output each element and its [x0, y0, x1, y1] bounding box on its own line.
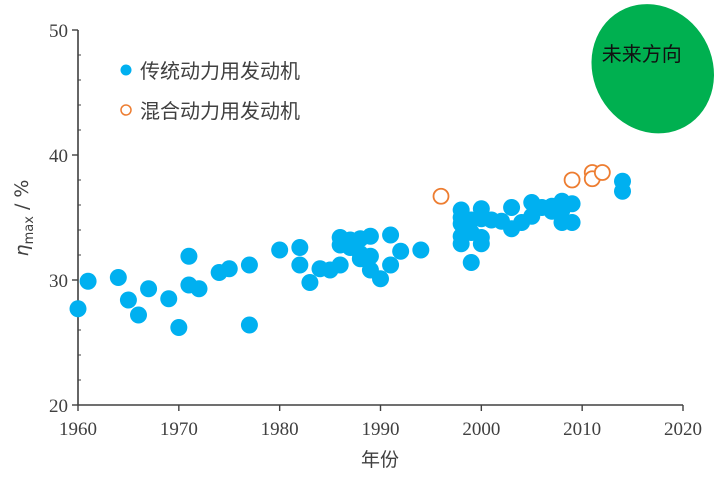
- data-point-conventional: [563, 214, 581, 231]
- data-point-conventional: [372, 270, 389, 288]
- data-point-conventional: [503, 199, 521, 216]
- x-tick-label: 1980: [261, 419, 299, 440]
- data-point-conventional: [240, 316, 258, 334]
- x-tick-label: 1990: [362, 419, 400, 440]
- y-tick-label: 40: [49, 146, 68, 167]
- data-point-conventional: [331, 256, 349, 274]
- data-point-hybrid: [563, 171, 581, 189]
- legend-marker-conventional: [120, 64, 132, 76]
- x-tick-label: 2020: [664, 419, 702, 440]
- x-tick-label: 2010: [563, 419, 601, 440]
- data-point-conventional: [382, 256, 400, 274]
- y-axis-separator: /: [11, 198, 33, 216]
- data-point-conventional: [392, 242, 410, 260]
- data-point-conventional: [614, 182, 631, 200]
- y-axis-symbol: η: [11, 244, 33, 256]
- data-point-conventional: [382, 226, 400, 244]
- data-point-conventional: [160, 290, 178, 308]
- data-point-conventional: [79, 272, 97, 290]
- data-point-conventional: [452, 235, 470, 253]
- data-point-conventional: [271, 241, 289, 259]
- x-axis-label: 年份: [361, 449, 399, 471]
- x-tick-label: 1970: [160, 419, 198, 440]
- data-point-conventional: [301, 274, 319, 291]
- data-point-conventional: [180, 247, 198, 265]
- data-point-conventional: [361, 247, 379, 265]
- data-point-conventional: [119, 291, 137, 309]
- data-point-conventional: [291, 239, 309, 256]
- y-axis-unit: %: [11, 180, 33, 198]
- data-point-hybrid: [432, 187, 450, 205]
- data-point-conventional: [220, 260, 238, 278]
- future-direction-ellipse: [591, 4, 715, 134]
- data-point-conventional: [240, 256, 258, 274]
- data-point-conventional: [170, 319, 188, 336]
- data-point-conventional: [69, 300, 87, 318]
- data-point-conventional: [412, 241, 430, 259]
- legend-marker-hybrid: [120, 104, 132, 116]
- y-axis-label: ηmax / %: [11, 180, 37, 257]
- data-point-conventional: [190, 280, 208, 298]
- y-axis-subscript: max: [22, 216, 37, 245]
- legend-label: 混合动力用发动机: [140, 99, 300, 123]
- y-tick-label: 30: [49, 271, 68, 292]
- data-point-conventional: [109, 269, 127, 286]
- data-point-hybrid: [593, 164, 611, 181]
- x-tick-label: 1960: [59, 419, 97, 440]
- data-point-conventional: [130, 306, 147, 324]
- y-tick-label: 20: [49, 396, 68, 417]
- data-point-conventional: [361, 227, 379, 245]
- x-tick-label: 2000: [462, 419, 500, 440]
- data-point-conventional: [472, 235, 490, 253]
- legend-label: 传统动力用发动机: [140, 59, 300, 83]
- y-tick-label: 50: [49, 21, 68, 42]
- data-point-conventional: [462, 254, 480, 271]
- future-direction-label: 未来方向: [602, 42, 682, 66]
- data-point-conventional: [140, 280, 158, 298]
- data-point-conventional: [563, 195, 581, 213]
- data-point-conventional: [291, 256, 309, 274]
